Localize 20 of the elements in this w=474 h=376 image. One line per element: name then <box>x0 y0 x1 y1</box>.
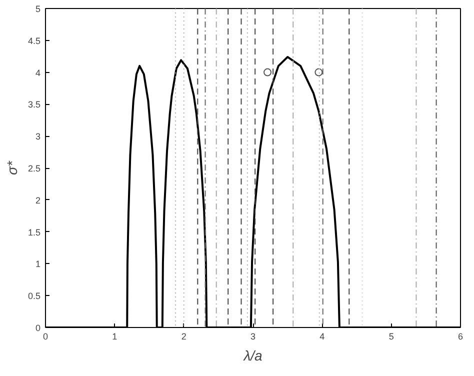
y-tick-label: 2 <box>35 195 41 206</box>
x-axis-title: λ/a <box>242 348 262 364</box>
x-tick-label: 0 <box>42 332 48 342</box>
y-axis-title: σ* <box>4 160 20 175</box>
x-tick-label: 1 <box>112 332 118 342</box>
y-tick-label: 1.5 <box>28 227 41 238</box>
y-tick-label: 0.5 <box>28 291 41 302</box>
x-tick-label: 4 <box>320 332 325 342</box>
y-tick-label: 1 <box>35 259 41 270</box>
y-tick-label: 4 <box>35 68 41 78</box>
x-tick-label: 6 <box>458 332 464 342</box>
y-tick-label: 4.5 <box>28 36 41 46</box>
y-tick-label: 5 <box>35 4 41 14</box>
y-tick-label: 2.5 <box>28 164 41 174</box>
y-tick-label: 0 <box>35 323 41 333</box>
x-tick-label: 2 <box>181 332 186 342</box>
y-tick-label: 3 <box>35 132 41 142</box>
x-tick-label: 5 <box>388 332 394 342</box>
x-tick-label: 3 <box>250 332 256 342</box>
y-tick-label: 3.5 <box>28 100 41 110</box>
